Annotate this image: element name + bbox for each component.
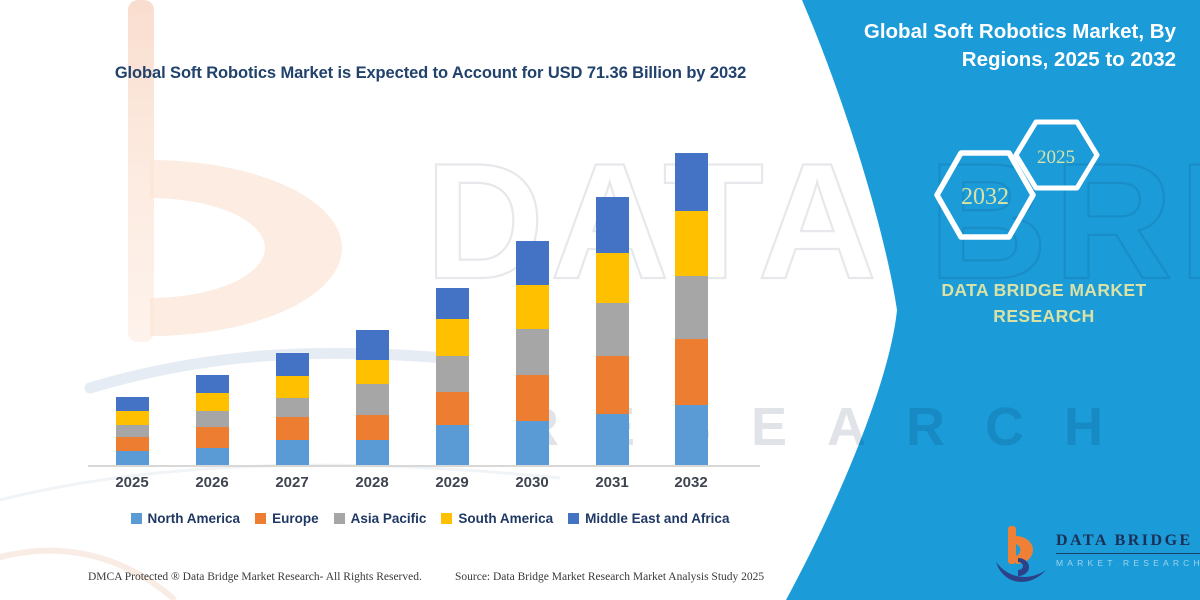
bar-segment-2030-north-america — [515, 420, 549, 465]
data-bridge-logo: DATA BRIDGE MARKET RESEARCH — [996, 524, 1200, 588]
logo-subtitle: MARKET RESEARCH — [1056, 558, 1200, 568]
source-credit: Source: Data Bridge Market Research Mark… — [455, 571, 765, 583]
hexagon-2032 — [934, 150, 1036, 240]
bar-segment-2027-europe — [275, 416, 309, 441]
panel-heading-line2: Regions, 2025 to 2032 — [961, 47, 1176, 71]
brand-text: DATA BRIDGE MARKET RESEARCH — [903, 277, 1185, 330]
bar-segment-2026-asia-pacific — [195, 410, 229, 427]
dmca-credit: DMCA Protected ® Data Bridge Market Rese… — [88, 571, 422, 583]
bar-segment-2030-middle-east-and-africa — [515, 240, 549, 285]
bar-segment-2030-europe — [515, 374, 549, 421]
bar-segment-2025-asia-pacific — [115, 425, 149, 437]
bar-segment-2031-europe — [595, 356, 629, 415]
bar-segment-2026-europe — [195, 426, 229, 448]
x-label-2027: 2027 — [275, 474, 309, 491]
x-axis-line — [88, 465, 760, 467]
bar-segment-2031-north-america — [595, 414, 629, 465]
x-label-2026: 2026 — [195, 474, 229, 491]
bar-segment-2031-asia-pacific — [595, 303, 629, 357]
bar-segment-2032-europe — [674, 338, 708, 405]
x-label-2030: 2030 — [515, 474, 549, 491]
bar-segment-2027-north-america — [275, 440, 309, 465]
bar-segment-2028-north-america — [355, 440, 389, 465]
brand-line2: RESEARCH — [993, 306, 1095, 327]
hexagon-2025 — [1013, 119, 1100, 191]
bar-segment-2032-north-america — [674, 405, 708, 465]
legend-swatch — [568, 513, 580, 524]
bar-2027 — [275, 353, 309, 465]
bar-segment-2028-asia-pacific — [355, 383, 389, 416]
thin-wave — [0, 463, 561, 502]
logo-text: DATA BRIDGE MARKET RESEARCH — [1056, 532, 1200, 568]
legend-label: North America — [147, 511, 241, 526]
hexagon-2025-label: 2025 — [1037, 147, 1075, 168]
legend-label: South America — [458, 511, 554, 526]
legend-swatch — [441, 513, 453, 524]
chart-legend: North America Europe Asia Pacific South Ame… — [80, 511, 780, 526]
bar-segment-2025-north-america — [115, 451, 149, 465]
corner-wave — [0, 547, 177, 600]
bar-segment-2027-asia-pacific — [275, 397, 309, 417]
logo-d-swoosh — [996, 562, 1046, 582]
legend-label: Asia Pacific — [350, 511, 427, 526]
large-text-watermark: DATA BRIDGE — [425, 129, 1200, 313]
panel-heading-line1: Global Soft Robotics Market, By — [863, 20, 1176, 43]
bar-2032 — [674, 152, 708, 465]
legend-item-asia-pacific: Asia Pacific — [333, 511, 427, 526]
chart-title: Global Soft Robotics Market is Expected … — [114, 64, 747, 82]
swoosh-watermark — [84, 347, 451, 394]
legend-label: Europe — [272, 511, 319, 526]
bar-2031 — [595, 196, 629, 465]
legend-swatch — [255, 513, 267, 524]
bar-segment-2027-south-america — [275, 376, 309, 398]
legend-item-europe: Europe — [255, 511, 319, 526]
bar-segment-2029-asia-pacific — [435, 356, 469, 393]
legend-item-north-america: North America — [130, 511, 241, 526]
bar-segment-2032-asia-pacific — [674, 275, 708, 339]
bar-segment-2028-south-america — [355, 359, 389, 384]
bar-segment-2032-middle-east-and-africa — [674, 152, 708, 211]
bar-segment-2027-middle-east-and-africa — [275, 353, 309, 377]
legend-swatch — [333, 513, 345, 524]
bar-segment-2025-middle-east-and-africa — [115, 397, 149, 412]
logo-b-watermark — [0, 0, 561, 600]
bar-segment-2032-south-america — [674, 210, 708, 276]
bar-segment-2026-south-america — [195, 392, 229, 411]
bar-2026 — [195, 374, 229, 465]
bar-segment-2030-south-america — [515, 284, 549, 329]
legend-item-middle-east-and-africa: Middle East and Africa — [568, 511, 729, 526]
legend-label: Middle East and Africa — [585, 511, 730, 526]
brand-line1: DATA BRIDGE MARKET — [941, 280, 1147, 300]
x-label-2028: 2028 — [355, 474, 389, 491]
bar-segment-2029-north-america — [435, 425, 469, 465]
bar-segment-2028-middle-east-and-africa — [355, 330, 389, 360]
bar-segment-2029-middle-east-and-africa — [435, 288, 469, 319]
bar-2030 — [515, 240, 549, 465]
logo-b-icon — [996, 526, 1046, 582]
x-label-2032: 2032 — [674, 474, 708, 491]
bar-segment-2029-europe — [435, 392, 469, 426]
legend-swatch — [130, 513, 142, 524]
legend-item-south-america: South America — [441, 511, 553, 526]
logo-name: DATA BRIDGE — [1056, 532, 1200, 554]
bar-segment-2028-europe — [355, 415, 389, 441]
x-label-2031: 2031 — [595, 474, 629, 491]
bar-segment-2025-europe — [115, 436, 149, 451]
bar-2029 — [435, 288, 469, 465]
bar-2028 — [355, 330, 389, 465]
bar-segment-2025-south-america — [115, 411, 149, 426]
bar-segment-2031-middle-east-and-africa — [595, 196, 629, 253]
bar-segment-2029-south-america — [435, 318, 469, 357]
x-label-2025: 2025 — [115, 474, 149, 491]
bar-segment-2030-asia-pacific — [515, 328, 549, 375]
panel-heading: Global Soft Robotics Market, By Regions,… — [846, 18, 1176, 73]
bar-2025 — [115, 397, 149, 465]
bar-segment-2031-south-america — [595, 252, 629, 304]
bar-segment-2026-north-america — [195, 447, 229, 465]
hexagon-2032-label: 2032 — [961, 184, 1009, 210]
x-label-2029: 2029 — [435, 474, 469, 491]
bar-segment-2026-middle-east-and-africa — [195, 374, 229, 393]
